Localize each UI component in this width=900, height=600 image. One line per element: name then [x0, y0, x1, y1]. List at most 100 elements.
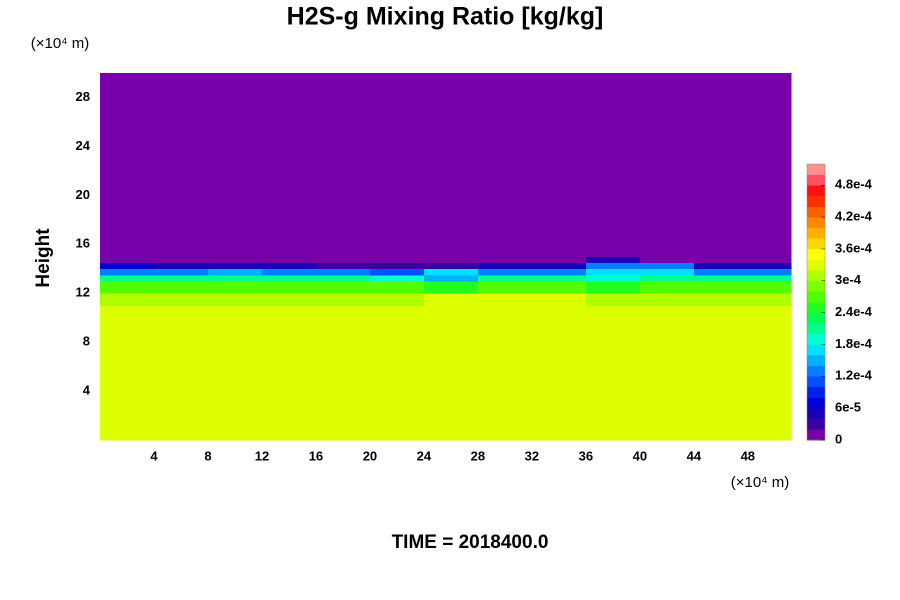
- heatmap-cell: [153, 73, 209, 257]
- heatmap-cell: [315, 293, 371, 306]
- heatmap-cell: [207, 73, 263, 257]
- heatmap-cell: [369, 268, 425, 276]
- heatmap-cell: [261, 305, 317, 441]
- heatmap-cell: [261, 274, 317, 282]
- heatmap-cell: [639, 274, 695, 282]
- x-tick-label: 4: [150, 448, 158, 463]
- heatmap-cell: [207, 256, 263, 264]
- heatmap-cell: [207, 293, 263, 306]
- heatmap-cell: [693, 274, 749, 282]
- y-axis-label: Height: [33, 228, 54, 288]
- x-tick-label: 40: [633, 448, 647, 463]
- colorbar-tick-label: 3e-4: [835, 272, 862, 287]
- heatmap-cell: [100, 268, 155, 276]
- heatmap-cell: [585, 280, 641, 294]
- heatmap-cell: [369, 293, 425, 306]
- heatmap-cell: [315, 256, 371, 264]
- heatmap-cell: [693, 262, 749, 270]
- heatmap-cell: [639, 305, 695, 441]
- heatmap-cell: [639, 268, 695, 276]
- heatmap-cell: [369, 274, 425, 282]
- heatmap-cell: [423, 293, 479, 306]
- heatmap-cell: [315, 274, 371, 282]
- heatmap-cell: [153, 268, 209, 276]
- heatmap-cell: [585, 268, 641, 276]
- heatmap-cell: [477, 274, 533, 282]
- heatmap-cell: [477, 268, 533, 276]
- heatmap-cell: [261, 256, 317, 264]
- colorbar-tick-label: 4.8e-4: [835, 177, 873, 192]
- colorbar-tick-label: 0: [835, 431, 842, 446]
- colorbar-swatch: [807, 195, 825, 207]
- heatmap-cell: [531, 73, 587, 257]
- x-unit-label: (×10⁴ m): [731, 474, 790, 491]
- colorbar-swatch: [807, 386, 825, 398]
- heatmap-cell: [477, 73, 533, 257]
- heatmap-cell: [153, 274, 209, 282]
- colorbar-swatch: [807, 397, 825, 409]
- colorbar-swatch: [807, 270, 825, 282]
- heatmap-cell: [153, 280, 209, 294]
- heatmap-cell: [207, 305, 263, 441]
- heatmap-cell: [100, 305, 155, 441]
- colorbar-tick-label: 3.6e-4: [835, 240, 873, 255]
- heatmap-cell: [531, 293, 587, 306]
- heatmap-cell: [100, 293, 155, 306]
- heatmap-cell: [477, 293, 533, 306]
- colorbar-swatch: [807, 302, 825, 313]
- y-tick-label: 12: [76, 285, 90, 300]
- x-tick-label: 28: [471, 448, 485, 463]
- heatmap-cell: [423, 280, 479, 294]
- y-tick-label: 20: [76, 187, 90, 202]
- heatmap-cell: [261, 73, 317, 257]
- chart-title: H2S-g Mixing Ratio [kg/kg]: [287, 3, 604, 31]
- colorbar-tick-label: 6e-5: [835, 400, 861, 415]
- colorbar-swatch: [807, 344, 825, 356]
- heatmap-cell: [423, 73, 479, 257]
- colorbar-swatch: [807, 164, 825, 175]
- heatmap-cell: [639, 280, 695, 294]
- heatmap-cell: [315, 73, 371, 257]
- colorbar-swatch: [807, 227, 825, 239]
- heatmap-cell: [369, 256, 425, 264]
- heatmap-cell: [531, 274, 587, 282]
- colorbar-swatch: [807, 429, 825, 441]
- heatmap-cell: [747, 305, 792, 441]
- x-tick-label: 12: [255, 448, 269, 463]
- x-tick-label: 48: [741, 448, 755, 463]
- colorbar-swatch: [807, 259, 825, 271]
- heatmap-cell: [747, 293, 792, 306]
- heatmap-cell: [423, 274, 479, 282]
- heatmap-cell: [261, 293, 317, 306]
- heatmap-cell: [477, 256, 533, 264]
- heatmap-cell: [100, 256, 155, 264]
- heatmap-cell: [477, 280, 533, 294]
- colorbar-swatch: [807, 418, 825, 430]
- heatmap-cell: [153, 262, 209, 270]
- heatmap-cell: [369, 262, 425, 270]
- heatmap-cell: [747, 73, 792, 257]
- colorbar-swatch: [807, 291, 825, 303]
- heatmap-cell: [747, 262, 792, 270]
- heatmap-cell: [315, 268, 371, 276]
- heatmap-cell: [693, 280, 749, 294]
- heatmap-cell: [585, 256, 641, 264]
- heatmap-cell: [261, 262, 317, 270]
- heatmap-cell: [747, 280, 792, 294]
- colorbar-swatch: [807, 408, 825, 420]
- colorbar-swatch: [807, 248, 825, 260]
- colorbar-tick-label: 1.2e-4: [835, 368, 873, 383]
- heatmap-cell: [100, 274, 155, 282]
- colorbar-swatch: [807, 238, 825, 250]
- heatmap-cell: [100, 73, 155, 257]
- colorbar-swatch: [807, 185, 825, 197]
- heatmap-cell: [423, 262, 479, 270]
- heatmap-cell: [585, 262, 641, 270]
- heatmap-cell: [369, 280, 425, 294]
- y-tick-label: 24: [76, 138, 91, 153]
- colorbar-swatch: [807, 333, 825, 345]
- heatmap-cell: [423, 268, 479, 276]
- heatmap-cell: [693, 305, 749, 441]
- heatmap-cell: [585, 274, 641, 282]
- heatmap-cell: [477, 305, 533, 441]
